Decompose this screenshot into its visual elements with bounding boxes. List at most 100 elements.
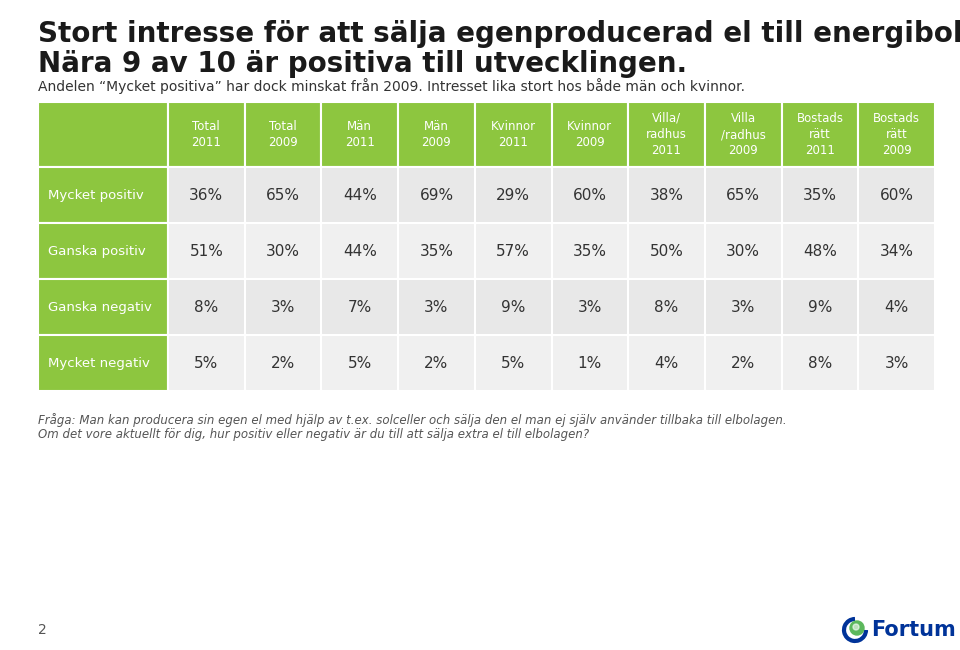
Bar (705, 335, 781, 391)
Text: 9%: 9% (501, 300, 525, 315)
Text: 30%: 30% (266, 244, 300, 259)
Text: 2%: 2% (732, 356, 756, 370)
Bar (398, 102, 475, 167)
Text: 5%: 5% (348, 356, 372, 370)
Bar (551, 335, 628, 391)
Text: Nära 9 av 10 är positiva till utvecklingen.: Nära 9 av 10 är positiva till utveckling… (38, 50, 687, 78)
Bar (322, 223, 398, 279)
Bar (322, 167, 398, 223)
Text: 30%: 30% (727, 244, 760, 259)
Text: 3%: 3% (271, 300, 296, 315)
Bar (245, 167, 322, 223)
Bar (398, 167, 475, 223)
Bar (551, 102, 628, 167)
Bar (628, 167, 705, 223)
Bar (628, 102, 705, 167)
Bar (705, 167, 781, 223)
Text: 3%: 3% (424, 300, 448, 315)
Bar (322, 102, 398, 167)
Bar (475, 102, 551, 167)
Circle shape (850, 621, 864, 635)
Text: 50%: 50% (650, 244, 684, 259)
Bar (245, 279, 322, 335)
Text: Män
2011: Män 2011 (345, 120, 374, 150)
Text: 4%: 4% (884, 300, 909, 315)
Bar (705, 102, 781, 167)
Bar (168, 223, 245, 279)
Bar (168, 102, 245, 167)
Bar (38, 102, 168, 167)
Text: 2%: 2% (271, 356, 295, 370)
Bar (475, 167, 551, 223)
Text: Total
2009: Total 2009 (268, 120, 298, 150)
Text: 3%: 3% (732, 300, 756, 315)
Bar (551, 279, 628, 335)
Text: Mycket positiv: Mycket positiv (48, 188, 144, 202)
Text: Bostads
rätt
2011: Bostads rätt 2011 (797, 112, 844, 157)
Bar (398, 335, 475, 391)
Bar (475, 279, 551, 335)
Text: 69%: 69% (420, 187, 453, 203)
Bar (322, 335, 398, 391)
Text: Stort intresse för att sälja egenproducerad el till energibolagen.: Stort intresse för att sälja egenproduce… (38, 20, 960, 48)
Bar (551, 167, 628, 223)
Text: 38%: 38% (650, 187, 684, 203)
Bar (38, 335, 168, 391)
Text: 34%: 34% (879, 244, 914, 259)
Bar (168, 335, 245, 391)
Text: Villa
/radhus
2009: Villa /radhus 2009 (721, 112, 766, 157)
Bar (628, 223, 705, 279)
Text: 36%: 36% (189, 187, 224, 203)
Bar (858, 335, 935, 391)
Text: 35%: 35% (420, 244, 453, 259)
Text: 57%: 57% (496, 244, 530, 259)
Text: 8%: 8% (655, 300, 679, 315)
Bar (628, 279, 705, 335)
Bar (38, 167, 168, 223)
Text: 5%: 5% (194, 356, 219, 370)
Text: Kvinnor
2009: Kvinnor 2009 (567, 120, 612, 150)
Text: 60%: 60% (573, 187, 607, 203)
Text: 8%: 8% (807, 356, 832, 370)
Bar (705, 223, 781, 279)
Bar (858, 167, 935, 223)
Bar (705, 279, 781, 335)
Bar (858, 102, 935, 167)
Text: Kvinnor
2011: Kvinnor 2011 (491, 120, 536, 150)
Bar (858, 279, 935, 335)
Text: 5%: 5% (501, 356, 525, 370)
Bar (781, 279, 858, 335)
Text: 44%: 44% (343, 244, 376, 259)
Text: Ganska negativ: Ganska negativ (48, 300, 152, 313)
Text: 2: 2 (38, 623, 47, 637)
Bar (781, 167, 858, 223)
Text: 3%: 3% (884, 356, 909, 370)
Text: 51%: 51% (189, 244, 224, 259)
Bar (475, 335, 551, 391)
Text: 9%: 9% (807, 300, 832, 315)
Text: 35%: 35% (803, 187, 837, 203)
Text: 1%: 1% (578, 356, 602, 370)
Bar (245, 335, 322, 391)
Bar (398, 223, 475, 279)
Text: 3%: 3% (578, 300, 602, 315)
Circle shape (853, 624, 859, 630)
Text: Män
2009: Män 2009 (421, 120, 451, 150)
Bar (781, 335, 858, 391)
Bar (781, 223, 858, 279)
Bar (398, 279, 475, 335)
Bar (551, 223, 628, 279)
Bar (628, 335, 705, 391)
Text: Bostads
rätt
2009: Bostads rätt 2009 (874, 112, 920, 157)
Bar (168, 167, 245, 223)
Text: 48%: 48% (803, 244, 837, 259)
Text: Om det vore aktuellt för dig, hur positiv eller negativ är du till att sälja ext: Om det vore aktuellt för dig, hur positi… (38, 428, 589, 441)
Bar (38, 279, 168, 335)
Text: 7%: 7% (348, 300, 372, 315)
Text: Mycket negativ: Mycket negativ (48, 356, 150, 369)
Text: 29%: 29% (496, 187, 530, 203)
Bar (245, 102, 322, 167)
Text: 2%: 2% (424, 356, 448, 370)
Text: Fråga: Man kan producera sin egen el med hjälp av t.ex. solceller och sälja den : Fråga: Man kan producera sin egen el med… (38, 413, 786, 427)
Text: 8%: 8% (194, 300, 219, 315)
